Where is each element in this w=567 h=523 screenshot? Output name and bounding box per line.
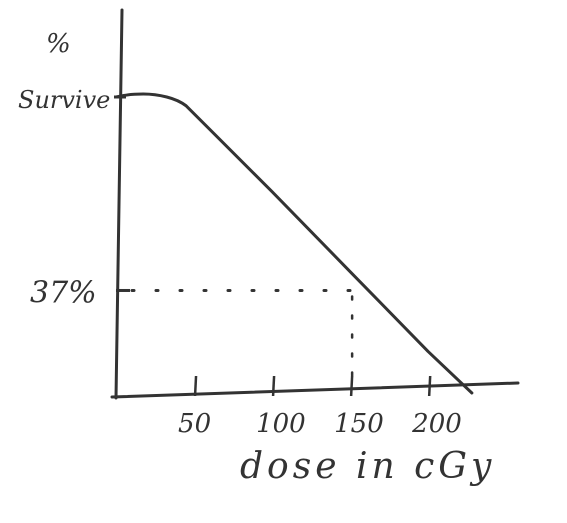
axes <box>110 8 520 400</box>
x-tick-label: 200 <box>411 409 462 439</box>
reference-lines <box>130 288 354 392</box>
y-axis-label-line1: % <box>46 29 71 59</box>
y-tick-label: 37% <box>30 275 97 310</box>
x-tick-mark <box>427 375 432 397</box>
y-axis-label-line2: Survive <box>18 86 110 114</box>
axis-labels: % Survive dose in cGy <box>18 29 495 487</box>
survival-curve-line <box>114 92 474 395</box>
tick-labels: 50 100 150 200 37% <box>30 95 462 439</box>
x-tick-mark <box>271 375 276 397</box>
x-tick-label: 150 <box>334 409 384 439</box>
x-tick-mark <box>349 375 354 397</box>
x-tick-label: 100 <box>256 409 306 439</box>
x-tick-mark <box>193 375 198 397</box>
x-axis-label: dose in cGy <box>240 446 495 487</box>
x-tick-label: 50 <box>178 409 211 439</box>
data-series <box>114 92 474 395</box>
x-axis-line <box>110 381 520 399</box>
y-axis-line <box>114 8 124 400</box>
